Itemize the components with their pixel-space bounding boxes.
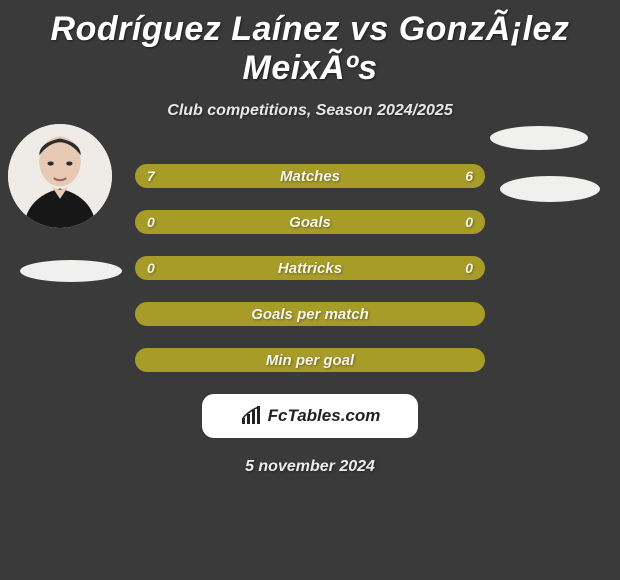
- stat-label: Matches: [280, 168, 340, 185]
- stat-label: Goals: [289, 214, 331, 231]
- page-title: Rodríguez Laínez vs GonzÃ¡lez MeixÃºs: [0, 0, 620, 88]
- stat-row-mpg: Min per goal: [135, 348, 485, 372]
- player-right-avatar-pill: [490, 126, 588, 150]
- stat-left-value: 0: [147, 260, 155, 276]
- person-icon: [8, 124, 112, 228]
- stat-label: Min per goal: [266, 352, 354, 369]
- player-left-avatar: [8, 124, 112, 228]
- stat-row-goals: 0 Goals 0: [135, 210, 485, 234]
- player-left-name-pill: [20, 260, 122, 282]
- player-right-name-pill: [500, 176, 600, 202]
- stat-row-gpm: Goals per match: [135, 302, 485, 326]
- stat-label: Goals per match: [251, 306, 369, 323]
- stat-row-matches: 7 Matches 6: [135, 164, 485, 188]
- source-logo[interactable]: FcTables.com: [202, 394, 418, 438]
- logo-text: FcTables.com: [268, 406, 381, 426]
- snapshot-date: 5 november 2024: [0, 458, 620, 476]
- stat-left-value: 0: [147, 214, 155, 230]
- stat-label: Hattricks: [278, 260, 342, 277]
- stat-right-value: 0: [465, 260, 473, 276]
- stat-right-value: 6: [465, 168, 473, 184]
- page-subtitle: Club competitions, Season 2024/2025: [0, 102, 620, 120]
- stats-panel: 7 Matches 6 0 Goals 0 0 Hattricks 0 Goal…: [135, 164, 485, 372]
- stat-right-value: 0: [465, 214, 473, 230]
- bar-chart-icon: [240, 406, 262, 426]
- stat-row-hattricks: 0 Hattricks 0: [135, 256, 485, 280]
- stat-left-value: 7: [147, 168, 155, 184]
